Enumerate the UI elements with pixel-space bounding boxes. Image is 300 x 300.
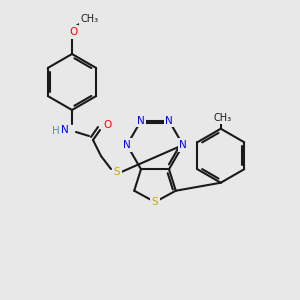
Text: S: S	[114, 167, 120, 177]
Text: O: O	[69, 27, 77, 37]
Text: N: N	[179, 140, 187, 150]
Text: N: N	[179, 140, 187, 150]
Text: CH₃: CH₃	[214, 113, 232, 123]
Text: N: N	[61, 125, 69, 135]
Text: N: N	[123, 140, 131, 150]
Text: N: N	[165, 116, 173, 126]
Text: H: H	[52, 126, 60, 136]
Text: O: O	[103, 120, 111, 130]
Text: CH₃: CH₃	[81, 14, 99, 24]
Text: S: S	[152, 197, 158, 207]
Text: N: N	[137, 116, 145, 126]
Text: N: N	[137, 116, 145, 126]
